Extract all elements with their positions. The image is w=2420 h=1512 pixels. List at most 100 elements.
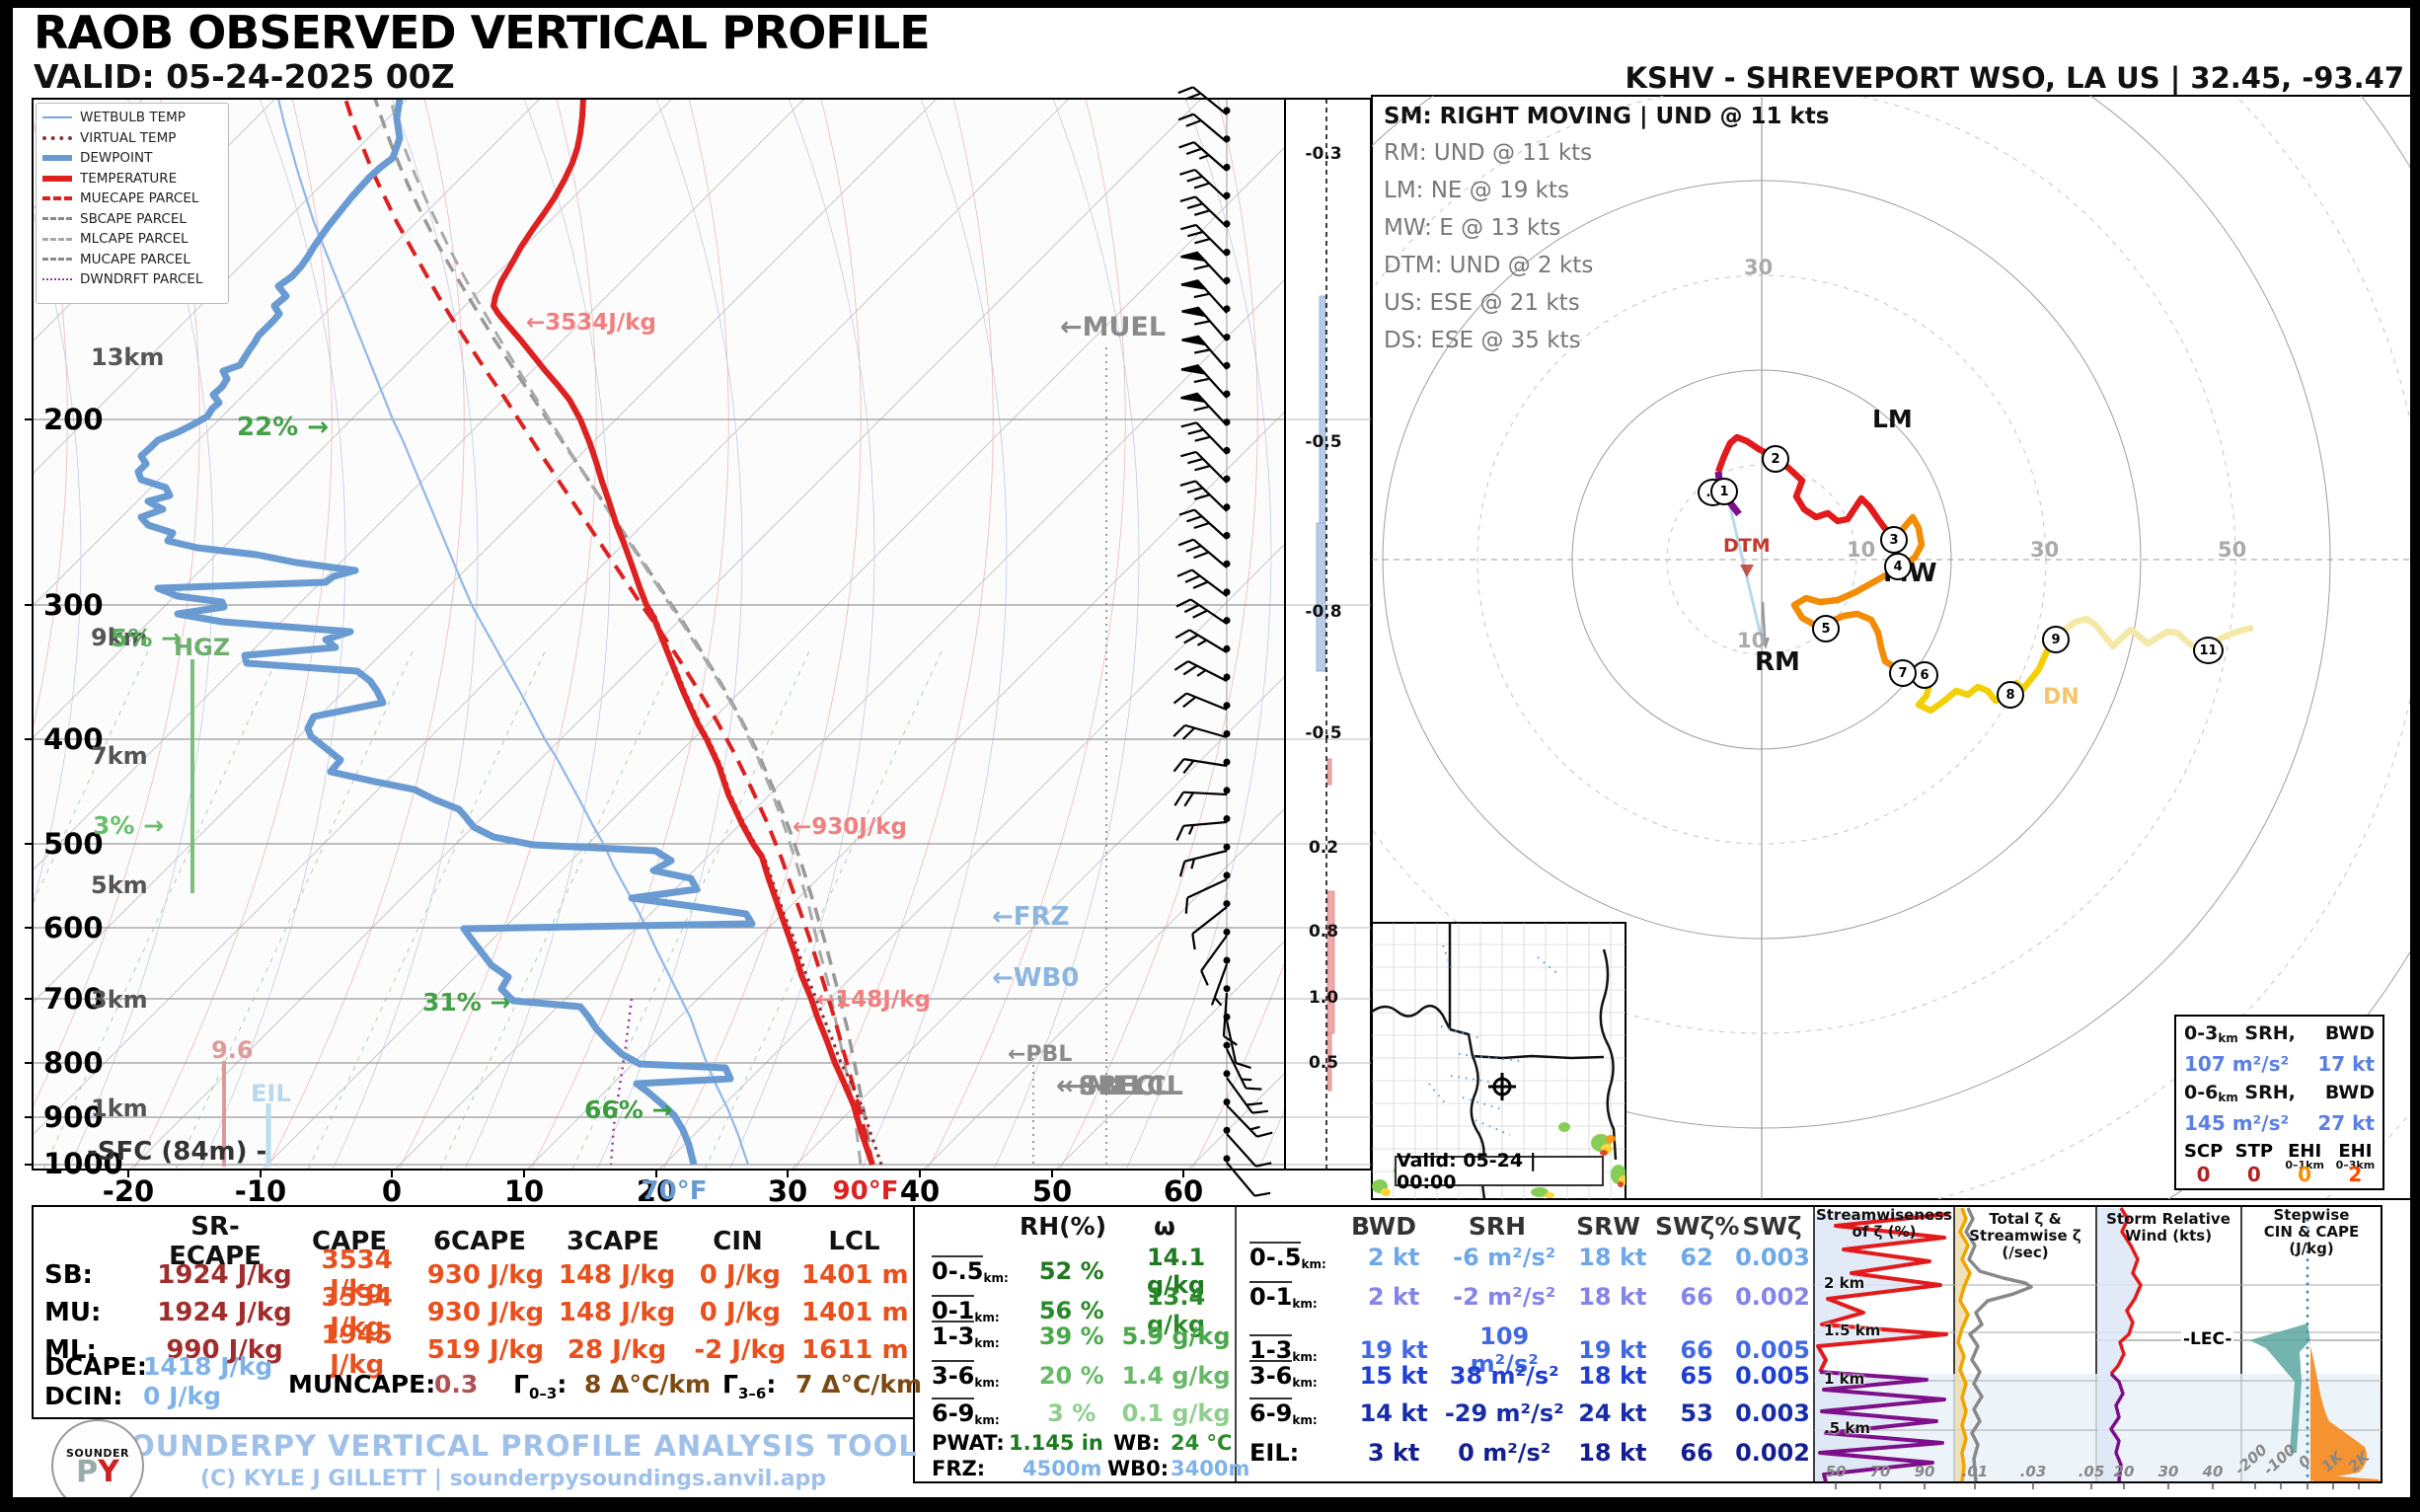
pwat-value: 1.145 in	[1009, 1431, 1103, 1455]
srw: 19 kt	[1578, 1336, 1647, 1364]
bwd-header: BWD	[2324, 1022, 2375, 1044]
lapse-0-3-value: 8 Δ°C/km	[584, 1370, 712, 1399]
rh-annotation: 22% →	[237, 413, 330, 442]
sounderpy-logo: SOUNDER PY	[51, 1419, 144, 1512]
layer: 3-6	[1249, 1360, 1293, 1390]
thermo-box-border	[32, 1205, 915, 1419]
pressure-label: 400	[43, 722, 104, 756]
omega-value: 5.9 g/kg	[1121, 1323, 1231, 1350]
legend-label: SBCAPE PARCEL	[80, 210, 187, 227]
ds-motion: DS: ESE @ 35 kts	[1384, 328, 1581, 353]
wb-value: 24 °C	[1171, 1431, 1233, 1455]
temp-tick: 10	[503, 1174, 545, 1208]
muncape-value: 0.3	[434, 1370, 479, 1399]
rh-value: 20 %	[1038, 1362, 1104, 1390]
layer: 1-3	[932, 1321, 975, 1350]
pressure-label: 800	[43, 1046, 104, 1080]
legend-label: TEMPERATURE	[80, 170, 178, 187]
ml-3cape: 28 J/kg	[567, 1335, 667, 1365]
station-crosshair-icon	[1488, 1073, 1516, 1100]
pressure-label: 900	[43, 1100, 104, 1134]
advection-strip	[1284, 98, 1372, 1171]
swz-pct: 62	[1680, 1244, 1713, 1271]
swz-pct: 66	[1680, 1439, 1713, 1467]
temp-tick: 30	[767, 1174, 808, 1208]
muel-label: ←MUEL	[1060, 312, 1167, 342]
srh-col-header: SRH	[1468, 1212, 1527, 1241]
muecape-line-icon	[42, 196, 72, 201]
pressure-label: 600	[43, 911, 104, 945]
warm-advection-bar	[1326, 758, 1332, 786]
srh: -29 m²/s²	[1444, 1399, 1564, 1427]
bwd-header: BWD	[2324, 1082, 2375, 1103]
cape3-annotation: ←148J/kg	[816, 987, 931, 1013]
col-header: 6CAPE	[432, 1227, 527, 1256]
mu-cape: 3534 J/kg	[321, 1283, 393, 1342]
srh-0-6-value: 145 m²/s²	[2184, 1111, 2290, 1135]
srw: 18 kt	[1578, 1244, 1647, 1271]
ring-label-10: 10	[1847, 538, 1876, 562]
mu-cin: 0 J/kg	[699, 1298, 781, 1327]
scp-header: SCP	[2183, 1141, 2224, 1162]
temp-tick: -20	[102, 1174, 155, 1208]
srh-bwd-info-box: 0-3km SRH, BWD 107 m²/s² 17 kt 0-6km SRH…	[2174, 1015, 2384, 1190]
sblcl-label: ←SBLCL	[1056, 1071, 1172, 1101]
omega-value: 0.1 g/kg	[1121, 1399, 1231, 1427]
mw-motion: MW: E @ 13 kts	[1384, 215, 1561, 241]
height-label: 9km	[91, 624, 148, 651]
ehi1-header: EHI 0–1km	[2285, 1141, 2324, 1172]
srh-0-3-values: 107 m²/s² 17 kt	[2184, 1052, 2375, 1076]
rh-header: RH(%)	[1019, 1212, 1107, 1241]
lapse-3-6-label: Γ3–6:	[722, 1370, 777, 1402]
row-label: ML:	[44, 1335, 97, 1365]
legend-item: MUCAPE PARCEL	[42, 250, 222, 270]
legend-label: VIRTUAL TEMP	[80, 129, 177, 146]
km-label-1.5: 1.5 km	[1824, 1322, 1881, 1339]
mu-lcl: 1401 m	[801, 1298, 909, 1327]
layer: 0-.5	[932, 1255, 984, 1285]
ring-label-30-top: 30	[1744, 256, 1774, 279]
stream-tick: 90	[1914, 1463, 1935, 1480]
temp-tick: 50	[1031, 1174, 1073, 1208]
bwd-0-3-value: 17 kt	[2317, 1052, 2375, 1076]
wb0-label: ←WB0	[992, 963, 1080, 993]
dewpoint-trace	[134, 99, 756, 1166]
srw-title: Storm Relative	[2106, 1210, 2231, 1228]
skewt-frame	[25, 98, 1286, 1177]
srw-tick: 30	[2157, 1463, 2179, 1480]
muecape-parcel-trace	[343, 99, 874, 1166]
col-header: CIN	[713, 1227, 763, 1256]
rh-annotation: 5% →	[111, 624, 183, 652]
stp-header: STP	[2234, 1141, 2274, 1162]
ehi3-value: 2	[2348, 1163, 2363, 1186]
srw: 18 kt	[1578, 1283, 1647, 1311]
hgz-label: HGZ	[174, 634, 231, 661]
omega-value: 14.1 g/kg	[1146, 1244, 1206, 1299]
station-id: KSHV - SHREVEPORT WSO, LA US | 32.45, -9…	[1625, 61, 2404, 95]
bwd: 2 kt	[1367, 1244, 1420, 1271]
cin-cape-panel	[2249, 1210, 2380, 1483]
warm-advection-bar	[1326, 890, 1335, 1034]
height-label: 3km	[91, 986, 148, 1014]
srh-0-6-values: 145 m²/s² 27 kt	[2184, 1111, 2375, 1135]
dcape-value: 1418 J/kg	[143, 1352, 273, 1381]
pwat-label: PWAT:	[932, 1431, 1005, 1455]
stream-tick: 70	[1869, 1463, 1891, 1480]
bwd: 14 kt	[1359, 1399, 1428, 1427]
rh-annotation: 66% →	[584, 1096, 673, 1124]
mu-srecape: 1924 J/kg	[157, 1298, 292, 1327]
srh: 109 m²/s²	[1470, 1323, 1539, 1378]
mucape-annotation: ←3534J/kg	[526, 310, 657, 336]
legend-item: DEWPOINT	[42, 148, 222, 169]
ring-label-10-bottom: 10	[1737, 629, 1767, 652]
sb-3cape: 148 J/kg	[558, 1260, 676, 1290]
temperature-trace	[491, 99, 875, 1166]
radar-speckles	[1428, 945, 1560, 1136]
zeta-tick: .05	[2078, 1463, 2105, 1480]
dcin-label: DCIN:	[44, 1382, 123, 1410]
sb-lcl: 1401 m	[801, 1260, 909, 1290]
dn-label: DN	[2043, 685, 2080, 710]
frz-row-label: FRZ:	[932, 1457, 986, 1480]
swz-pct: 53	[1680, 1399, 1713, 1427]
legend-label: MUECAPE PARCEL	[80, 190, 199, 207]
